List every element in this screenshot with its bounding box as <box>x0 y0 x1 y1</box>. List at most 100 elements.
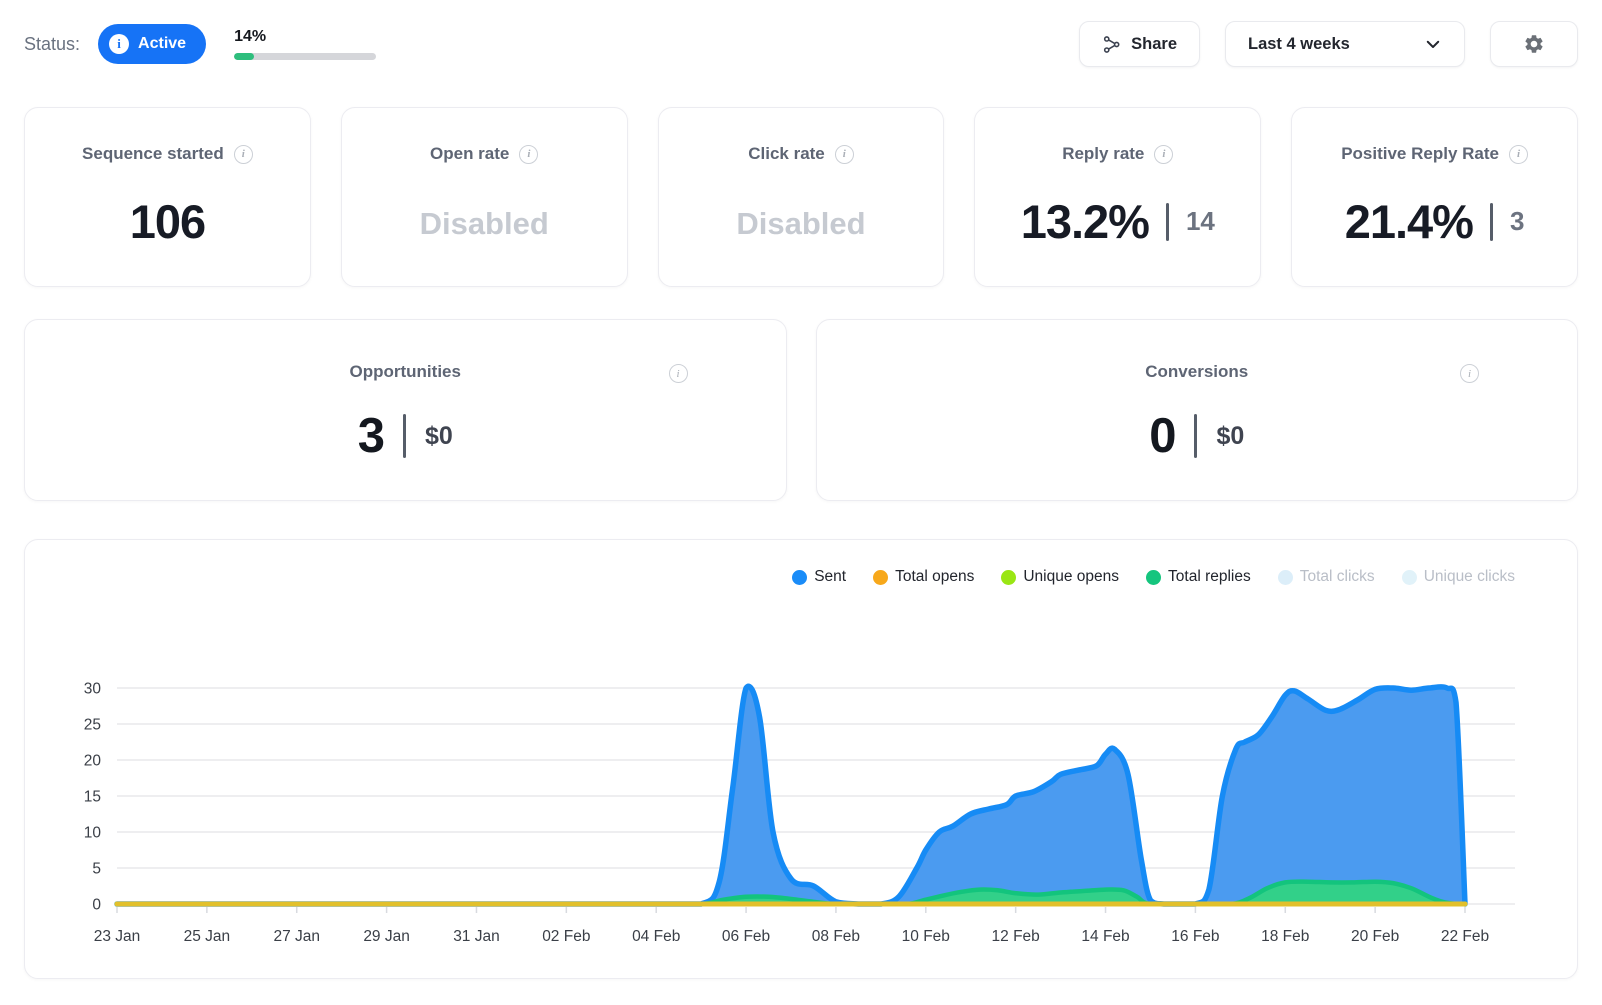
wide-card-value: 0 <box>1149 409 1176 463</box>
chart-legend: Sent Total opens Unique opens Total repl… <box>25 568 1577 586</box>
legend-item-total-opens[interactable]: Total opens <box>873 568 974 586</box>
stat-card-secondary-value: 14 <box>1185 206 1215 236</box>
opportunities-card: Opportunities 3 $0 <box>24 319 787 501</box>
svg-text:22 Feb: 22 Feb <box>1441 928 1489 945</box>
legend-dot-total-clicks <box>1277 569 1293 585</box>
legend-item-total-replies[interactable]: Total replies <box>1146 568 1251 586</box>
legend-item-unique-clicks[interactable]: Unique clicks <box>1401 568 1515 586</box>
legend-label: Total opens <box>895 568 975 585</box>
date-range-value: Last 4 weeks <box>1248 34 1350 53</box>
analytics-chart-card: Sent Total opens Unique opens Total repl… <box>24 539 1578 979</box>
share-button-label: Share <box>1131 34 1177 53</box>
value-divider <box>1165 202 1169 241</box>
legend-label: Unique clicks <box>1423 568 1515 585</box>
status-badge-label: Active <box>138 35 187 52</box>
svg-text:25 Jan: 25 Jan <box>184 928 231 945</box>
svg-text:0: 0 <box>92 897 101 914</box>
value-divider <box>1489 202 1493 241</box>
legend-dot-total-replies <box>1146 569 1162 585</box>
stat-card-sequence-started: Sequence started 106 <box>24 107 311 287</box>
date-range-select[interactable]: Last 4 weeks <box>1225 21 1465 67</box>
share-icon <box>1104 35 1120 53</box>
sequence-progress: 14% <box>234 28 377 60</box>
stat-card-reply-rate: Reply rate 13.2% 14 <box>974 107 1262 287</box>
stat-card-title: Positive Reply Rate <box>1341 144 1499 163</box>
wide-card-title: Opportunities <box>349 362 461 381</box>
stat-card-value: 13.2% <box>1020 195 1150 248</box>
wide-card-title: Conversions <box>1145 362 1249 381</box>
legend-label: Total clicks <box>1299 568 1375 585</box>
status-label: Status: <box>24 33 81 54</box>
legend-label: Sent <box>814 568 847 585</box>
svg-text:20: 20 <box>84 753 102 770</box>
stat-card-open-rate: Open rate Disabled <box>340 107 628 287</box>
svg-text:31 Jan: 31 Jan <box>453 928 500 945</box>
info-icon[interactable] <box>519 144 539 164</box>
chevron-down-icon <box>1426 40 1440 48</box>
analytics-area-chart[interactable]: 0 5 10 15 20 25 30 23 Jan 25 Jan 27 Jan 29 Jan 31 J… <box>25 592 1577 964</box>
stat-card-value: Disabled <box>736 206 866 241</box>
wide-card-secondary-value: $0 <box>424 421 453 450</box>
svg-text:10: 10 <box>84 825 102 842</box>
svg-text:10 Feb: 10 Feb <box>902 928 950 945</box>
wide-card-secondary-value: $0 <box>1216 421 1245 450</box>
stat-card-positive-reply-rate: Positive Reply Rate 21.4% 3 <box>1291 107 1578 287</box>
legend-label: Unique opens <box>1023 568 1120 585</box>
legend-dot-unique-clicks <box>1401 569 1417 585</box>
info-icon[interactable] <box>834 144 854 164</box>
info-icon[interactable] <box>1508 144 1528 164</box>
svg-text:16 Feb: 16 Feb <box>1171 928 1219 945</box>
svg-text:14 Feb: 14 Feb <box>1081 928 1129 945</box>
svg-text:15: 15 <box>84 789 101 806</box>
svg-text:29 Jan: 29 Jan <box>363 928 410 945</box>
svg-text:30: 30 <box>84 681 102 698</box>
info-icon[interactable] <box>668 364 688 383</box>
svg-text:27 Jan: 27 Jan <box>273 928 320 945</box>
stat-card-title: Click rate <box>748 144 825 163</box>
top-bar-actions: Share Last 4 weeks <box>1079 21 1578 67</box>
info-icon <box>109 34 130 54</box>
stat-card-title: Sequence started <box>82 144 224 163</box>
conversions-card: Conversions 0 $0 <box>815 319 1578 501</box>
svg-text:23 Jan: 23 Jan <box>94 928 141 945</box>
stat-card-value: Disabled <box>419 206 549 241</box>
info-icon[interactable] <box>233 144 253 164</box>
legend-label: Total replies <box>1168 568 1251 585</box>
status-badge[interactable]: Active <box>98 24 207 64</box>
stat-card-click-rate: Click rate Disabled <box>657 107 945 287</box>
svg-text:02 Feb: 02 Feb <box>542 928 590 945</box>
svg-text:06 Feb: 06 Feb <box>722 928 770 945</box>
wide-cards-row: Opportunities 3 $0 Conversions 0 $0 <box>24 319 1578 501</box>
info-icon[interactable] <box>1460 364 1479 383</box>
stat-card-title: Open rate <box>430 144 510 163</box>
gear-icon <box>1525 35 1543 53</box>
info-icon[interactable] <box>1154 144 1174 164</box>
top-bar: Status: Active 14% Share Last 4 weeks <box>24 20 1578 68</box>
progress-track <box>234 53 377 60</box>
svg-text:5: 5 <box>92 861 101 878</box>
svg-text:04 Feb: 04 Feb <box>632 928 680 945</box>
svg-text:08 Feb: 08 Feb <box>812 928 860 945</box>
stat-card-value: 21.4% <box>1344 195 1474 248</box>
settings-button[interactable] <box>1490 21 1578 67</box>
legend-item-sent[interactable]: Sent <box>792 568 846 586</box>
progress-fill <box>234 53 254 60</box>
svg-text:25: 25 <box>84 717 101 734</box>
value-divider <box>1194 414 1198 458</box>
legend-item-total-clicks[interactable]: Total clicks <box>1277 568 1375 586</box>
stat-card-value: 106 <box>129 195 206 248</box>
value-divider <box>402 414 406 458</box>
stat-card-title: Reply rate <box>1062 144 1145 163</box>
svg-text:20 Feb: 20 Feb <box>1351 928 1399 945</box>
svg-text:12 Feb: 12 Feb <box>992 928 1040 945</box>
svg-text:18 Feb: 18 Feb <box>1261 928 1309 945</box>
share-button[interactable]: Share <box>1079 21 1200 67</box>
legend-item-unique-opens[interactable]: Unique opens <box>1001 568 1119 586</box>
stat-cards-row: Sequence started 106 Open rate Disabled … <box>24 107 1578 287</box>
dashboard-page: Status: Active 14% Share Last 4 weeks <box>0 0 1602 979</box>
stat-card-secondary-value: 3 <box>1509 206 1525 236</box>
legend-dot-total-opens <box>873 569 889 585</box>
wide-card-value: 3 <box>357 409 385 463</box>
progress-percent: 14% <box>234 28 267 45</box>
legend-dot-sent <box>792 569 808 585</box>
